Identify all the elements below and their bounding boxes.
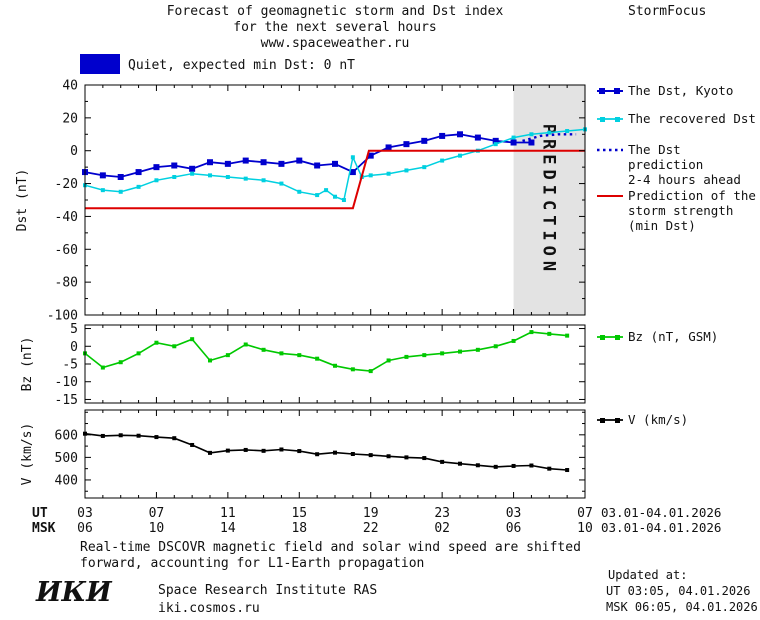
panel-2: 600 500 400 V (km/s) (20, 409, 586, 499)
prediction-band-label: PREDICTION (538, 124, 558, 276)
svg-text:10: 10 (149, 521, 165, 536)
legend-item-v: V (km/s) (597, 412, 688, 427)
title-line-1: Forecast of geomagnetic storm and Dst in… (166, 4, 504, 19)
dst-prediction-dotted-line-icon (597, 148, 623, 152)
storm-strength-line-icon (597, 195, 623, 197)
svg-text:20: 20 (62, 111, 78, 126)
legend-label-dst-kyoto: The Dst, Kyoto (628, 83, 734, 98)
svg-text:-80: -80 (55, 276, 78, 291)
svg-text:07: 07 (577, 506, 593, 521)
svg-text:-40: -40 (55, 210, 78, 225)
updated-msk: MSK 06:05, 04.01.2026 (606, 600, 758, 614)
brand-label: StormFocus (628, 4, 707, 19)
panel-0: PREDICTION 40 20 0 -20 -40 -60 -80 -100 Dst (nT) (15, 79, 587, 324)
footnote-line1: Real-time DSCOVR magnetic field and sola… (80, 540, 581, 555)
quiet-status-swatch (80, 54, 120, 74)
legend-item-recovered: The recovered Dst (597, 111, 756, 126)
svg-text:-100: -100 (47, 309, 78, 324)
svg-text:-10: -10 (55, 375, 78, 390)
prediction-band (513, 85, 585, 315)
svg-text:-20: -20 (55, 177, 78, 192)
ut-daterange: 03.01-04.01.2026 (601, 505, 721, 520)
speed-line-icon (597, 418, 623, 423)
dst-kyoto-line-icon (597, 88, 623, 94)
y-axis-title-2: V (km/s) (20, 423, 35, 486)
svg-text:15: 15 (291, 506, 307, 521)
panel-frame (84, 84, 586, 316)
title-line-2: for the next several hours (233, 20, 437, 35)
series-v-km-s- (83, 431, 570, 473)
msk-row-label: MSK (32, 521, 56, 536)
legend-storm-line1: Prediction of the (628, 188, 756, 203)
site-url: www.spaceweather.ru (260, 36, 410, 51)
updated-ut: UT 03:05, 04.01.2026 (606, 584, 751, 598)
svg-text:23: 23 (434, 506, 450, 521)
recovered-dst-line-icon (597, 117, 623, 122)
legend-label-storm-strength: Prediction of the storm strength (min Ds… (628, 188, 756, 233)
series-the-recovered-dst (83, 127, 587, 202)
svg-text:06: 06 (506, 521, 522, 536)
series-the-dst-kyoto (82, 131, 535, 180)
x-axis-rows: UTMSK0306071011141518192223020306071003.… (32, 505, 721, 536)
svg-text:22: 22 (363, 521, 379, 536)
svg-text:03: 03 (77, 506, 93, 521)
y-axis-title-0: Dst (nT) (15, 169, 30, 232)
svg-text:40: 40 (62, 79, 78, 94)
svg-text:06: 06 (77, 521, 93, 536)
iki-logo: ИКИ (36, 577, 112, 608)
svg-text:07: 07 (149, 506, 165, 521)
svg-text:400: 400 (55, 473, 78, 488)
msk-daterange: 03.01-04.01.2026 (601, 520, 721, 535)
svg-text:19: 19 (363, 506, 379, 521)
legend-label-v: V (km/s) (628, 412, 689, 427)
page-title: Forecast of geomagnetic storm and Dst in… (85, 4, 585, 52)
svg-text:14: 14 (220, 521, 236, 536)
svg-text:5: 5 (70, 322, 78, 337)
svg-text:10: 10 (577, 521, 593, 536)
legend-label-prediction: The Dst prediction 2-4 hours ahead (628, 142, 760, 187)
svg-text:02: 02 (434, 521, 450, 536)
bz-line-icon (597, 335, 623, 340)
svg-text:11: 11 (220, 506, 236, 521)
legend-item-bz: Bz (nT, GSM) (597, 329, 718, 344)
legend-storm-line3: (min Dst) (628, 218, 696, 233)
svg-text:-15: -15 (55, 393, 78, 408)
panel-1: 5 0 -5 -10 -15 Bz (nT) (20, 322, 586, 408)
legend-storm-line2: storm strength (628, 203, 734, 218)
series-prediction-of-the-storm-strength-min-dst- (85, 149, 585, 210)
svg-text:-60: -60 (55, 243, 78, 258)
footnote-line2: forward, accounting for L1-Earth propaga… (80, 556, 425, 571)
svg-text:18: 18 (291, 521, 307, 536)
quiet-status-label: Quiet, expected min Dst: 0 nT (128, 58, 355, 73)
svg-text:500: 500 (55, 451, 78, 466)
svg-text:0: 0 (70, 144, 78, 159)
legend-prediction-line2: 2-4 hours ahead (628, 172, 741, 187)
series-bz-nt-gsm- (83, 330, 570, 374)
updated-at-label: Updated at: (608, 568, 688, 582)
svg-text:03: 03 (506, 506, 522, 521)
institute-site: iki.cosmos.ru (158, 601, 260, 616)
legend-label-recovered: The recovered Dst (628, 111, 756, 126)
legend-item-storm-strength: Prediction of the storm strength (min Ds… (597, 188, 756, 233)
legend-item-prediction: The Dst prediction 2-4 hours ahead (597, 142, 760, 187)
institute-name: Space Research Institute RAS (158, 583, 378, 598)
legend-prediction-line1: The Dst prediction (628, 142, 704, 172)
y-axis-title-1: Bz (nT) (20, 337, 35, 392)
legend-label-bz: Bz (nT, GSM) (628, 329, 719, 344)
legend-item-dst-kyoto: The Dst, Kyoto (597, 83, 733, 98)
svg-text:0: 0 (70, 340, 78, 355)
ut-row-label: UT (32, 506, 48, 521)
svg-text:600: 600 (55, 428, 78, 443)
svg-text:-5: -5 (62, 358, 78, 373)
